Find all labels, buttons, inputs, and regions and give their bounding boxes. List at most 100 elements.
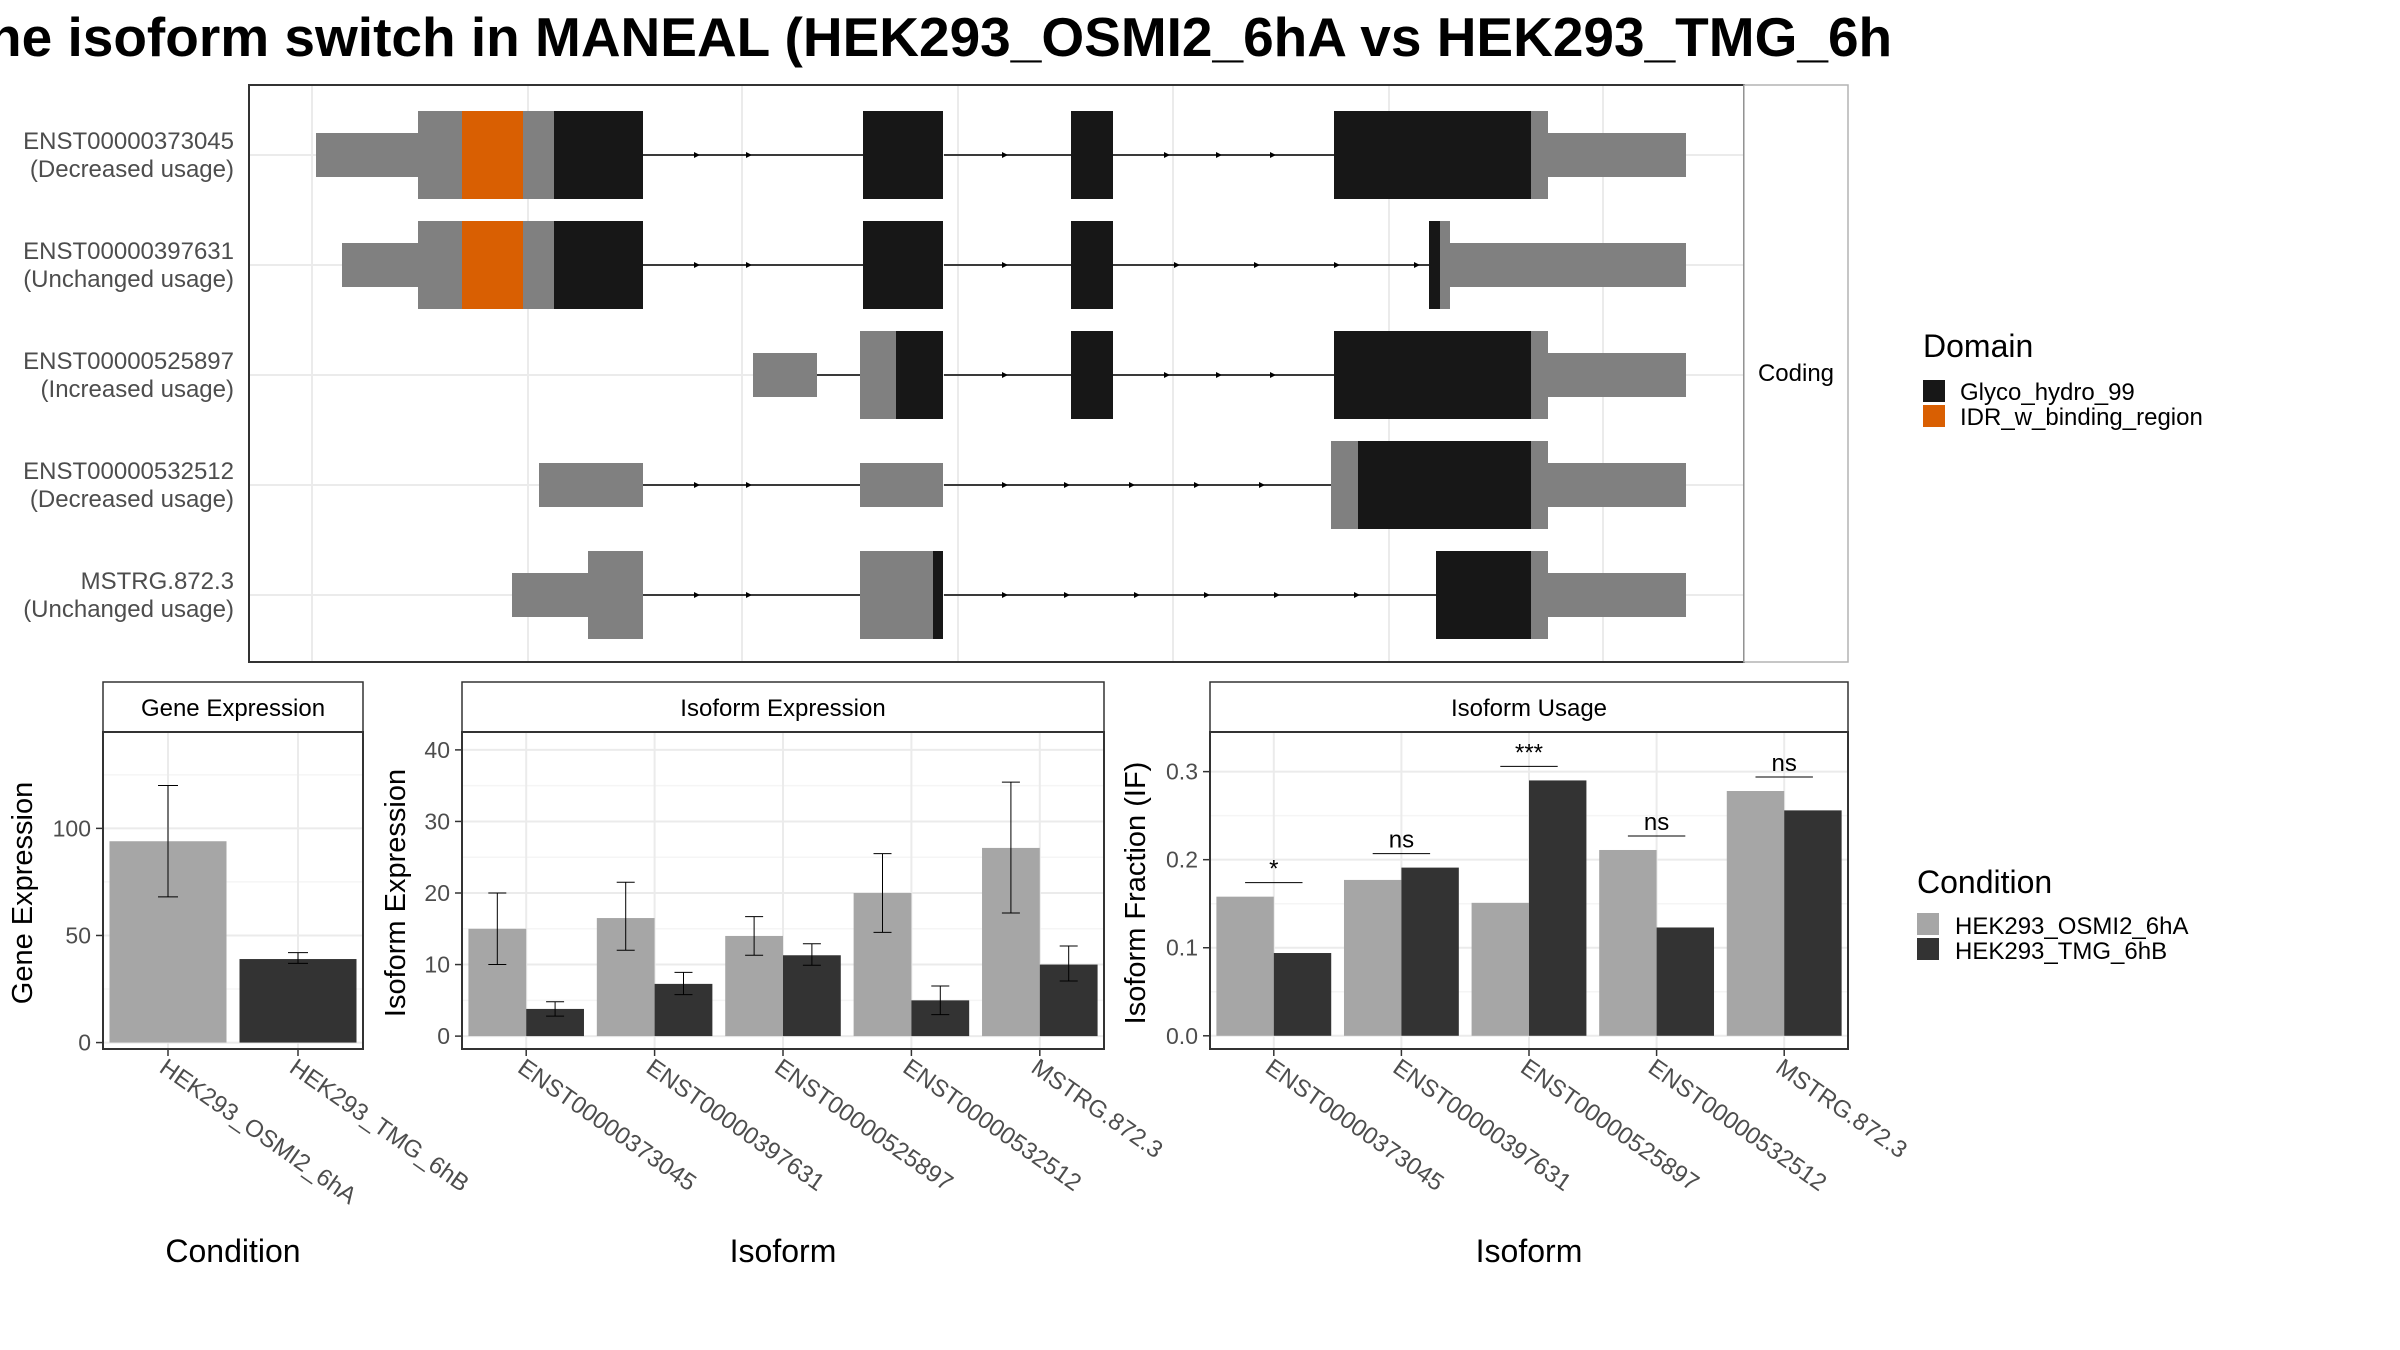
intron-arrow — [1274, 592, 1280, 598]
utr-segment — [860, 331, 888, 419]
utr-segment — [1531, 111, 1548, 199]
isoform-label: ENST00000525897 — [23, 348, 234, 375]
y-tick-label: 0.2 — [1166, 847, 1198, 873]
bar-HEK293_OSMI2_6hA-ENST00000525897 — [1471, 902, 1529, 1036]
cds-domain — [863, 111, 943, 199]
condition-legend-key-b — [1917, 938, 1939, 960]
transcript-ENST00000397631 — [342, 221, 1686, 309]
isoform-usage-border — [1209, 731, 1849, 1050]
utr-segment — [1548, 133, 1686, 177]
cds-domain — [1071, 331, 1113, 419]
intron-arrow — [1334, 262, 1340, 268]
utr-segment — [860, 551, 933, 639]
intron-arrow — [694, 262, 700, 268]
intron-arrow — [1216, 372, 1222, 378]
facet-label-coding: Coding — [1758, 360, 1834, 387]
utr-segment — [1531, 441, 1548, 529]
intron-arrow — [1174, 262, 1180, 268]
utr-segment — [1548, 353, 1686, 397]
usage-label: (Decreased usage) — [30, 486, 234, 513]
cds-domain — [1436, 551, 1531, 639]
isoform-label: ENST00000532512 — [23, 458, 234, 485]
intron-arrow — [746, 152, 752, 158]
isoform-usage-panel: Isoform Usage 0.00.10.20.3ENST0000037304… — [1120, 681, 1912, 1269]
usage-label: (Decreased usage) — [30, 156, 234, 183]
isoform-expression-strip — [461, 681, 1105, 733]
significance-label: ns — [1389, 827, 1414, 854]
y-tick-label: 20 — [424, 880, 450, 906]
isoform-expression-border — [461, 731, 1105, 1050]
intron-arrow — [694, 152, 700, 158]
utr-segment — [1548, 463, 1686, 507]
intron-arrow — [1270, 372, 1276, 378]
intron-arrow — [1064, 592, 1070, 598]
utr-segment — [418, 221, 462, 309]
usage-label: (Unchanged usage) — [23, 266, 234, 293]
condition-legend-label-b: HEK293_TMG_6hB — [1955, 938, 2167, 965]
cds-domain — [1367, 441, 1531, 529]
isoform-usage-ylabel: Isoform Fraction (IF) — [1120, 762, 1152, 1025]
domain-legend: Domain Glyco_hydro_99 IDR_w_binding_regi… — [1923, 328, 2203, 431]
intron-arrow — [1216, 152, 1222, 158]
intron-arrow — [1002, 592, 1008, 598]
utr-segment — [523, 111, 554, 199]
gene-expression-panel: Gene Expression 050100HEK293_OSMI2_6hAHE… — [7, 681, 474, 1269]
bar-HEK293_TMG_6hB-ENST00000532512 — [1656, 927, 1715, 1036]
bar-HEK293_OSMI2_6hA-MSTRG.872.3 — [1726, 790, 1785, 1036]
intron-arrow — [1254, 262, 1260, 268]
significance-label: ns — [1644, 809, 1669, 836]
facet-strip-coding — [1743, 84, 1849, 663]
intron-arrow — [746, 482, 752, 488]
isoform-expression-ylabel: Isoform Expression — [380, 769, 412, 1017]
intron-arrow — [1164, 152, 1170, 158]
intron-arrow — [1354, 592, 1360, 598]
y-tick-label: 50 — [65, 922, 91, 948]
utr-segment — [418, 111, 462, 199]
transcript-ENST00000525897 — [753, 331, 1686, 419]
bar-HEK293_TMG_6hB-ENST00000525897 — [783, 955, 841, 1037]
condition-legend-title: Condition — [1917, 864, 2052, 900]
usage-label: (Increased usage) — [41, 376, 234, 403]
isoform-label: MSTRG.872.3 — [81, 568, 234, 595]
bar-HEK293_TMG_6hB-ENST00000397631 — [1401, 867, 1459, 1036]
isoform-expression-strip-label: Isoform Expression — [680, 695, 885, 722]
intron-arrow — [1129, 482, 1135, 488]
domain-legend-label-idr: IDR_w_binding_region — [1960, 404, 2203, 431]
y-tick-label: 0.1 — [1166, 935, 1198, 961]
utr-segment — [342, 243, 418, 287]
bar-HEK293_TMG_6hB-MSTRG.872.3 — [1784, 810, 1842, 1036]
cds-domain — [1334, 331, 1531, 419]
intron-arrow — [1259, 482, 1265, 488]
isoform-expression-xlabel: Isoform — [730, 1233, 837, 1269]
bar-HEK293_OSMI2_6hA-ENST00000532512 — [1599, 849, 1657, 1036]
y-tick-label: 0 — [437, 1023, 450, 1049]
domain-legend-label-glyco: Glyco_hydro_99 — [1960, 379, 2135, 406]
plot-title: ne isoform switch in MANEAL (HEK293_OSMI… — [0, 6, 1892, 68]
isoform-label: ENST00000373045 — [23, 128, 234, 155]
utr-segment — [1331, 441, 1358, 529]
idr-domain — [462, 111, 523, 199]
significance-label: ns — [1772, 750, 1797, 777]
y-tick-label: 10 — [424, 952, 450, 978]
condition-legend-key-a — [1917, 913, 1939, 935]
structure-tracks — [316, 111, 1686, 639]
intron-arrow — [1134, 592, 1140, 598]
utr-segment — [888, 331, 896, 419]
transcript-ENST00000373045 — [316, 111, 1686, 199]
y-tick-label: 0 — [78, 1030, 91, 1056]
intron-arrow — [1002, 372, 1008, 378]
intron-arrow — [1194, 482, 1200, 488]
usage-label: (Unchanged usage) — [23, 596, 234, 623]
gene-expression-ylabel: Gene Expression — [7, 782, 39, 1004]
isoform-usage-strip-label: Isoform Usage — [1451, 695, 1607, 722]
y-tick-label: 0.3 — [1166, 759, 1198, 785]
utr-segment — [1531, 331, 1548, 419]
gene-expression-strip-label: Gene Expression — [141, 695, 325, 722]
cds-domain — [1334, 111, 1531, 199]
intron-arrow — [1064, 482, 1070, 488]
gene-expression-border — [102, 731, 364, 1050]
utr-segment — [1548, 573, 1686, 617]
transcript-ENST00000532512 — [539, 441, 1686, 529]
significance-label: * — [1269, 856, 1278, 883]
